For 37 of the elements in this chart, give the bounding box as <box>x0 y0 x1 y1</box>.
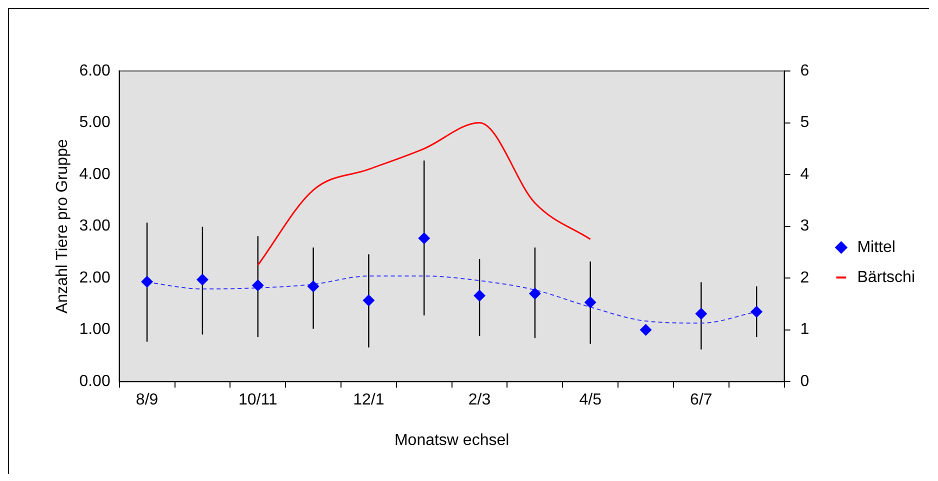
x-tick-label: 10/11 <box>238 392 278 409</box>
point <box>418 232 430 244</box>
y2-tick-label: 5 <box>800 114 810 132</box>
point <box>362 294 375 306</box>
y2-tick-label: 2 <box>800 269 810 286</box>
x-tick-label: 8/9 <box>136 392 158 409</box>
y-tick-label: 2.00 <box>79 269 110 286</box>
y2-tick-label: 1 <box>800 321 810 338</box>
y-tick-label: 3.00 <box>79 218 110 235</box>
point <box>584 296 596 308</box>
x-tick-label: 6/7 <box>690 392 712 409</box>
y-axis-title: Anzahl Tiere pro Gruppe <box>54 139 72 314</box>
point <box>252 279 264 292</box>
point <box>640 324 652 336</box>
y2-tick-label: 6 <box>800 62 810 80</box>
y-tick-label: 5.00 <box>79 114 110 132</box>
x-tick-label: 4/5 <box>579 392 602 409</box>
y2-tick-label: 4 <box>800 166 810 183</box>
point <box>750 306 763 318</box>
y-tick-label: 6.00 <box>79 62 110 80</box>
y-tick-label: 1.00 <box>79 321 110 338</box>
point <box>695 308 708 320</box>
y-tick-label: 0.00 <box>79 373 110 390</box>
legend-label: Bärtschi <box>857 268 915 286</box>
x-tick-label: 2/3 <box>468 392 491 409</box>
point <box>196 274 208 286</box>
point <box>474 290 486 302</box>
legend-label: Mittel <box>857 238 896 256</box>
point <box>141 276 154 288</box>
x-axis-title: Monatsw echsel <box>394 432 510 449</box>
point <box>307 280 320 292</box>
point <box>528 288 541 300</box>
line-series <box>257 122 592 266</box>
y-tick-label: 4.00 <box>79 166 110 183</box>
y2-tick-label: 3 <box>800 218 810 235</box>
x-tick-label: 12/1 <box>353 392 384 409</box>
y2-tick-label: 0 <box>800 373 810 390</box>
